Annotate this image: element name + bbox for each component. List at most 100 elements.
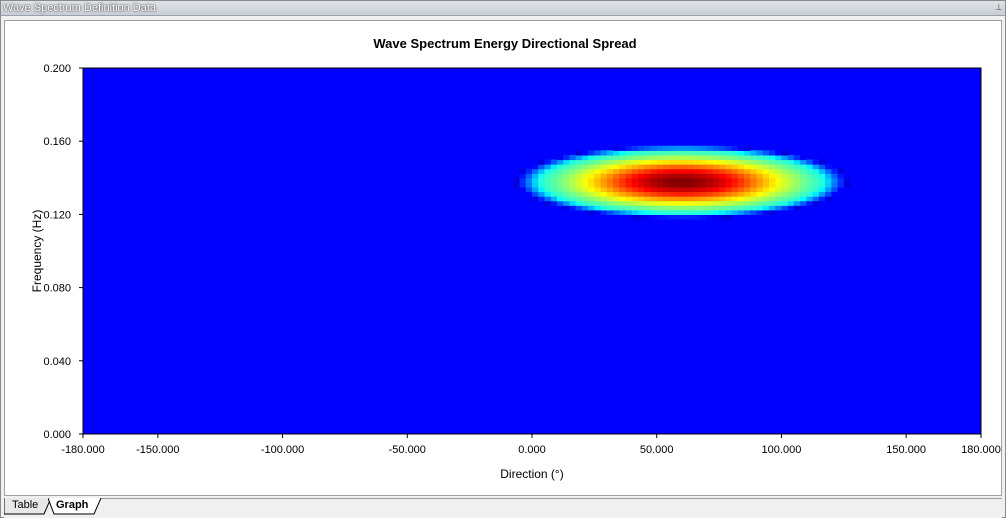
heatmap-cell xyxy=(575,168,583,174)
heatmap-cell xyxy=(731,196,739,202)
heatmap-cell xyxy=(631,182,639,188)
heatmap-cell xyxy=(581,186,589,193)
heatmap-cell xyxy=(556,182,564,188)
heatmap-cell xyxy=(706,214,714,220)
heatmap-cell xyxy=(625,150,633,156)
heatmap-cell xyxy=(744,205,751,211)
heatmap-cell xyxy=(825,168,832,174)
heatmap-cell xyxy=(775,177,783,183)
heatmap-cell xyxy=(812,159,820,165)
heatmap-cell xyxy=(744,173,751,179)
heatmap-cell xyxy=(662,154,670,161)
heatmap-cell xyxy=(588,191,595,197)
heatmap-cell xyxy=(818,159,826,165)
heatmap-cell xyxy=(550,200,558,206)
heatmap-cell xyxy=(619,154,627,161)
heatmap-cell xyxy=(575,164,583,170)
heatmap-cell xyxy=(818,186,826,193)
heatmap-cell xyxy=(781,182,789,188)
heatmap-cell xyxy=(712,200,720,206)
tab-table-label: Table xyxy=(12,499,39,511)
heatmap-cell xyxy=(731,182,739,188)
heatmap-cell xyxy=(532,191,539,197)
heatmap-cell xyxy=(538,168,546,174)
heatmap-cell xyxy=(719,191,726,197)
heatmap-cell xyxy=(544,191,552,197)
heatmap-cell xyxy=(625,186,633,193)
heatmap-cell xyxy=(631,214,639,220)
heatmap-cell xyxy=(675,150,683,156)
heatmap-cell xyxy=(538,196,546,202)
heatmap-cell xyxy=(762,186,770,193)
heatmap-cell xyxy=(800,173,807,179)
heatmap-cell xyxy=(719,182,726,188)
heatmap-cell xyxy=(737,159,745,165)
heatmap-cell xyxy=(818,196,826,202)
heatmap-cell xyxy=(687,177,695,183)
chart-title: Wave Spectrum Energy Directional Spread xyxy=(373,36,636,51)
heatmap-cell xyxy=(613,191,620,197)
heatmap-cell xyxy=(681,200,689,206)
heatmap-cell xyxy=(656,159,664,165)
heatmap-cell xyxy=(675,186,683,193)
heatmap-cell xyxy=(694,205,701,211)
x-tick-label: -180.000 xyxy=(61,444,104,456)
heatmap-cell xyxy=(694,191,701,197)
heatmap-cell xyxy=(656,154,664,161)
heatmap-cell xyxy=(818,191,826,197)
heatmap-cell xyxy=(613,186,620,193)
heatmap-cell xyxy=(525,191,533,197)
tab-shape xyxy=(48,498,102,515)
heatmap-cell xyxy=(588,196,595,202)
heatmap-cell xyxy=(812,186,820,193)
heatmap-cell xyxy=(631,191,639,197)
heatmap-cell xyxy=(768,191,776,197)
heatmap-cell xyxy=(712,168,720,174)
heatmap-cell xyxy=(550,168,558,174)
heatmap-cell xyxy=(762,196,770,202)
heatmap-cell xyxy=(519,177,527,183)
heatmap-cell xyxy=(594,168,602,174)
heatmap-cell xyxy=(825,173,832,179)
heatmap-cell xyxy=(594,182,602,188)
heatmap-cell xyxy=(650,159,658,165)
heatmap-cell xyxy=(600,200,608,206)
heatmap-cell xyxy=(631,186,639,193)
heatmap-cell xyxy=(800,168,807,174)
x-tick-label: -100.000 xyxy=(261,444,304,456)
heatmap-cell xyxy=(650,168,658,174)
heatmap-cell xyxy=(569,205,577,211)
heatmap-cell xyxy=(706,164,714,170)
heatmap-cell xyxy=(656,173,664,179)
heatmap-cell xyxy=(687,205,695,211)
heatmap-cell xyxy=(556,200,564,206)
heatmap-cell xyxy=(644,182,652,188)
heatmap-cell xyxy=(744,154,751,161)
heatmap-cell xyxy=(712,159,720,165)
heatmap-cell xyxy=(569,200,577,206)
heatmap-cell xyxy=(600,209,608,215)
heatmap-cell xyxy=(613,177,620,183)
heatmap-cell xyxy=(725,186,733,193)
heatmap-cell xyxy=(687,182,695,188)
tab-table[interactable]: Table xyxy=(4,498,52,515)
heatmap-cell xyxy=(762,173,770,179)
tab-graph[interactable]: Graph xyxy=(48,498,102,515)
heatmap-cell xyxy=(694,145,701,151)
x-tick-label: -150.000 xyxy=(136,444,179,456)
heatmap-cell xyxy=(656,145,664,151)
pin-icon[interactable]: ⊥ xyxy=(995,2,1003,12)
heatmap-cell xyxy=(544,196,552,202)
heatmap-cell xyxy=(843,182,851,188)
heatmap-cell xyxy=(700,209,708,215)
heatmap-cell xyxy=(700,177,708,183)
heatmap-cell xyxy=(519,173,527,179)
heatmap-cell xyxy=(662,205,670,211)
heatmap-cell xyxy=(737,164,745,170)
heatmap-cell xyxy=(762,159,770,165)
heatmap-chart: Wave Spectrum Energy Directional Spread … xyxy=(30,36,1001,481)
heatmap-cell xyxy=(775,205,783,211)
heatmap-cell xyxy=(750,159,758,165)
heatmap-cell xyxy=(737,168,745,174)
heatmap-cell xyxy=(563,200,571,206)
